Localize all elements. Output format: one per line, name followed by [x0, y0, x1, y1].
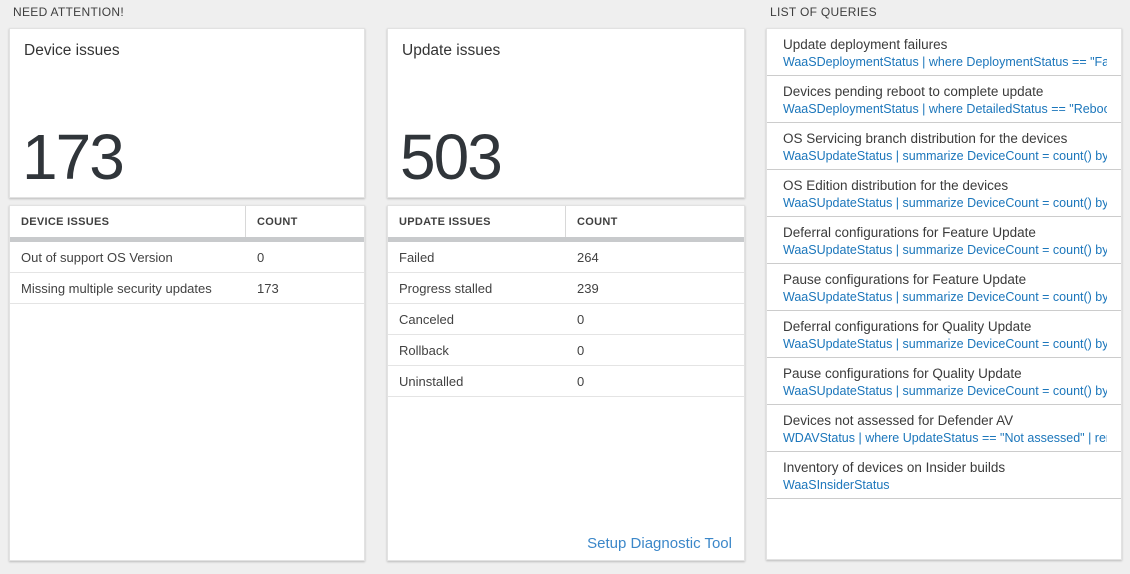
setup-diagnostic-tool-link[interactable]: Setup Diagnostic Tool [587, 535, 732, 552]
device-issues-tile-title: Device issues [24, 42, 120, 59]
issue-count: 0 [257, 249, 265, 265]
update-issues-column-header: UPDATE ISSUES [399, 215, 491, 228]
device-issues-count: 173 [22, 121, 125, 193]
table-row[interactable]: Progress stalled 239 [388, 273, 744, 304]
query-code: WaaSUpdateStatus | summarize DeviceCount… [783, 337, 1107, 351]
query-code: WDAVStatus | where UpdateStatus == "Not … [783, 431, 1107, 445]
issue-count: 0 [577, 342, 585, 358]
device-issues-table: DEVICE ISSUES COUNT Out of support OS Ve… [9, 205, 365, 561]
query-code: WaaSUpdateStatus | summarize DeviceCount… [783, 290, 1107, 304]
query-title: OS Edition distribution for the devices [783, 178, 1009, 193]
query-title: Deferral configurations for Feature Upda… [783, 225, 1036, 240]
update-issues-count: 503 [400, 121, 503, 193]
update-issues-table: UPDATE ISSUES COUNT Failed 264 Progress … [387, 205, 745, 561]
query-title: Deferral configurations for Quality Upda… [783, 319, 1032, 334]
update-count-column-header: COUNT [577, 215, 618, 228]
issue-label: Out of support OS Version [21, 249, 173, 265]
query-list: Update deployment failures WaaSDeploymen… [767, 29, 1121, 499]
query-list-item[interactable]: Update deployment failures WaaSDeploymen… [767, 29, 1121, 76]
table-row[interactable]: Failed 264 [388, 242, 744, 273]
table-row[interactable]: Missing multiple security updates 173 [10, 273, 364, 304]
query-code: WaaSUpdateStatus | summarize DeviceCount… [783, 196, 1107, 210]
query-code: WaaSUpdateStatus | summarize DeviceCount… [783, 243, 1107, 257]
query-title: Inventory of devices on Insider builds [783, 460, 1006, 475]
query-list-item[interactable]: Devices not assessed for Defender AV WDA… [767, 405, 1121, 452]
query-code: WaaSInsiderStatus [783, 478, 890, 492]
issue-count: 173 [257, 280, 279, 296]
device-issues-column-header: DEVICE ISSUES [21, 215, 110, 228]
table-row[interactable]: Rollback 0 [388, 335, 744, 366]
issue-label: Failed [399, 249, 435, 265]
issue-label: Canceled [399, 311, 454, 327]
query-list-item[interactable]: OS Edition distribution for the devices … [767, 170, 1121, 217]
query-code: WaaSDeploymentStatus | where DetailedSta… [783, 102, 1107, 116]
query-list-item[interactable]: Pause configurations for Quality Update … [767, 358, 1121, 405]
query-list-item[interactable]: Devices pending reboot to complete updat… [767, 76, 1121, 123]
list-of-queries-section-label: LIST OF QUERIES [770, 5, 877, 19]
issue-count: 0 [577, 373, 585, 389]
query-title: Pause configurations for Feature Update [783, 272, 1027, 287]
list-of-queries-panel: Update deployment failures WaaSDeploymen… [766, 28, 1122, 560]
device-issues-table-header: DEVICE ISSUES COUNT [10, 206, 364, 237]
update-table-divider-bar [388, 237, 744, 242]
device-issues-table-body: Out of support OS Version 0 Missing mult… [10, 242, 364, 304]
query-list-item[interactable]: Deferral configurations for Feature Upda… [767, 217, 1121, 264]
query-title: OS Servicing branch distribution for the… [783, 131, 1068, 146]
query-code: WaaSUpdateStatus | summarize DeviceCount… [783, 149, 1107, 163]
query-list-item[interactable]: Inventory of devices on Insider builds W… [767, 452, 1121, 499]
update-issues-table-body: Failed 264 Progress stalled 239 Canceled… [388, 242, 744, 397]
update-issues-tile[interactable]: Update issues 503 [387, 28, 745, 198]
update-issues-tile-title: Update issues [402, 42, 501, 59]
query-list-item[interactable]: OS Servicing branch distribution for the… [767, 123, 1121, 170]
issue-label: Missing multiple security updates [21, 280, 212, 296]
issue-count: 264 [577, 249, 599, 265]
issue-count: 239 [577, 280, 599, 296]
query-list-item[interactable]: Deferral configurations for Quality Upda… [767, 311, 1121, 358]
query-title: Devices pending reboot to complete updat… [783, 84, 1044, 99]
query-title: Devices not assessed for Defender AV [783, 413, 1014, 428]
table-row[interactable]: Out of support OS Version 0 [10, 242, 364, 273]
need-attention-section-label: NEED ATTENTION! [13, 5, 124, 19]
query-code: WaaSDeploymentStatus | where DeploymentS… [783, 55, 1107, 69]
issue-label: Rollback [399, 342, 449, 358]
table-row[interactable]: Uninstalled 0 [388, 366, 744, 397]
issue-count: 0 [577, 311, 585, 327]
query-list-item[interactable]: Pause configurations for Feature Update … [767, 264, 1121, 311]
query-code: WaaSUpdateStatus | summarize DeviceCount… [783, 384, 1107, 398]
query-title: Update deployment failures [783, 37, 948, 52]
device-table-divider-bar [10, 237, 364, 242]
query-title: Pause configurations for Quality Update [783, 366, 1022, 381]
table-row[interactable]: Canceled 0 [388, 304, 744, 335]
device-count-column-header: COUNT [257, 215, 298, 228]
issue-label: Progress stalled [399, 280, 493, 296]
device-issues-tile[interactable]: Device issues 173 [9, 28, 365, 198]
update-issues-table-header: UPDATE ISSUES COUNT [388, 206, 744, 237]
issue-label: Uninstalled [399, 373, 464, 389]
